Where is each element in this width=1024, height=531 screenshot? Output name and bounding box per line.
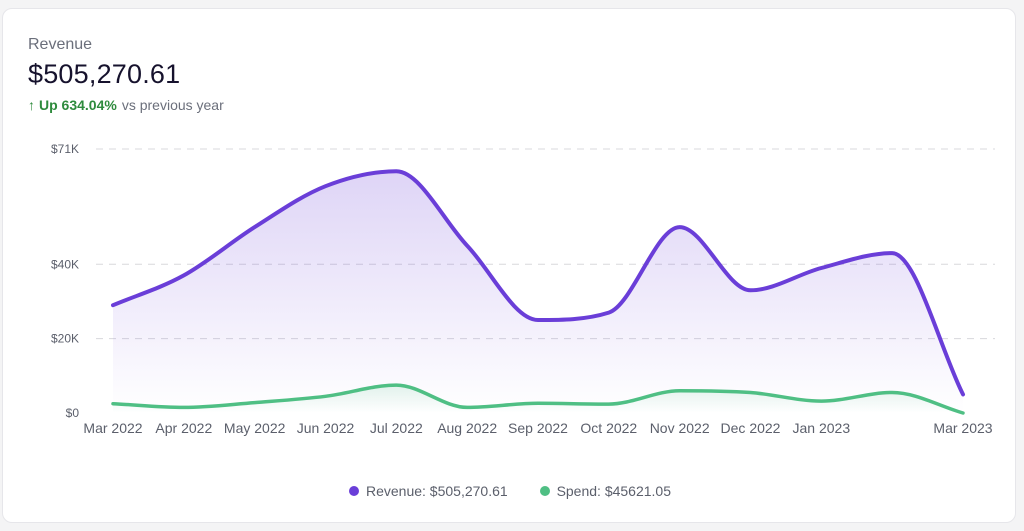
metric-value: $505,270.61 [28,59,181,89]
delta-suffix: vs previous year [121,97,224,113]
x-tick-label: Mar 2023 [933,420,992,436]
spend-area [113,385,963,413]
revenue-area [113,171,963,413]
legend-dot-revenue [348,486,359,496]
revenue-line [111,169,965,397]
x-tick-label: Dec 2022 [721,420,781,436]
legend-item-spend[interactable]: Spend: $45621.05 [539,483,672,499]
series-layer [111,169,965,415]
legend-dot-spend [539,486,550,496]
arrow-up-icon: ↑ [28,97,35,113]
revenue-spend-chart: $0 $20K $40K $71K Mar 2022 Apr 2022 May 2022 Ju… [51,142,995,436]
axis-layer: $0 $20K $40K $71K Mar 2022 Apr 2022 May 2022 Ju… [51,142,993,436]
x-tick-label: Nov 2022 [650,420,710,436]
x-tick-label: Jan 2023 [793,420,851,436]
delta-percent: Up 634.04% [39,97,117,113]
legend-label-spend: Spend: $45621.05 [556,483,672,499]
legend-label-revenue: Revenue: $505,270.61 [365,483,508,499]
spend-line [111,383,965,415]
y-tick-label: $0 [66,406,80,420]
x-tick-label: Sep 2022 [508,420,568,436]
revenue-card: Revenue $505,270.61 ↑ Up 634.04% vs previo… [2,8,1016,523]
x-tick-label: Mar 2022 [83,420,142,436]
metric-label: Revenue [28,36,93,53]
x-tick-label: Jul 2022 [370,420,423,436]
x-tick-label: Jun 2022 [297,420,355,436]
x-tick-label: Aug 2022 [437,420,497,436]
x-tick-label: Apr 2022 [155,420,212,436]
delta-row: ↑ Up 634.04% vs previous year [28,97,224,113]
x-tick-label: May 2022 [224,420,286,436]
chart-legend: Revenue: $505,270.61 Spend: $45621.05 [3,483,1017,499]
y-tick-label: $71K [51,142,79,156]
y-tick-label: $40K [51,257,79,271]
legend-item-revenue[interactable]: Revenue: $505,270.61 [348,483,508,499]
x-tick-label: Oct 2022 [580,420,637,436]
y-tick-label: $20K [51,332,79,346]
